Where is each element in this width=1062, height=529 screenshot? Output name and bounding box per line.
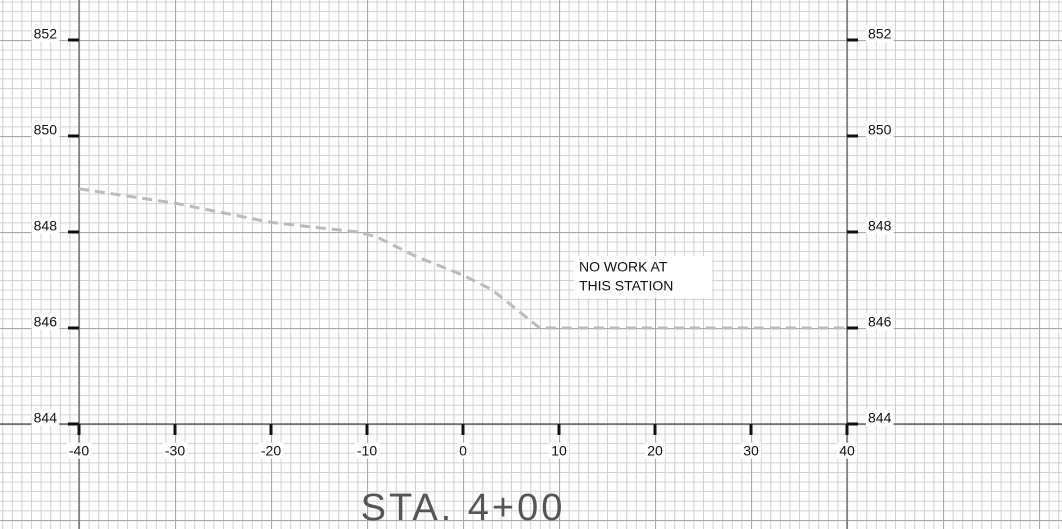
y-tick-label-left: 848	[34, 218, 58, 234]
y-tick-label-right: 846	[868, 314, 892, 330]
x-tick-label-bg	[66, 442, 92, 459]
y-tick-label-right-bg	[866, 217, 894, 234]
x-tick-label-bg	[457, 442, 470, 459]
x-tick-label-bg	[549, 442, 569, 459]
annotation-line: THIS STATION	[579, 278, 673, 294]
y-tick-label-right-bg	[866, 313, 894, 330]
x-tick-label: -40	[69, 443, 89, 459]
x-tick-label-bg	[741, 442, 761, 459]
y-tick-label-left-bg	[31, 409, 60, 426]
x-tick-label: 0	[459, 443, 467, 459]
y-tick-label-right-bg	[866, 25, 894, 42]
x-tick-label-bg	[354, 442, 380, 459]
y-tick-label-left-bg	[31, 313, 60, 330]
annotation-bg	[574, 256, 712, 298]
y-tick-label-left: 850	[34, 122, 58, 138]
x-tick-label-bg	[258, 442, 284, 459]
x-tick-label: -30	[165, 443, 185, 459]
x-tick-label: 10	[551, 443, 567, 459]
y-tick-label-left-bg	[31, 217, 60, 234]
y-tick-label-right: 844	[868, 410, 892, 426]
annotation: NO WORK AT THIS STATION	[574, 256, 712, 298]
x-tick-label-bg	[837, 442, 857, 459]
annotation-line: NO WORK AT	[579, 259, 668, 275]
x-tick-label: -20	[261, 443, 281, 459]
chart-title: STA. 4+00	[361, 487, 566, 529]
x-tick-label: 30	[743, 443, 759, 459]
y-tick-label-right: 848	[868, 218, 892, 234]
y-tick-label-right-bg	[866, 121, 894, 138]
y-tick-label-left-bg	[31, 25, 60, 42]
x-tick-label: 40	[839, 443, 855, 459]
y-tick-label-left: 852	[34, 26, 58, 42]
x-tick-label: -10	[357, 443, 377, 459]
x-tick-label-bg	[162, 442, 188, 459]
y-tick-label-left-bg	[31, 121, 60, 138]
y-tick-label-right: 850	[868, 122, 892, 138]
y-tick-label-left: 846	[34, 314, 58, 330]
y-tick-label-left: 844	[34, 410, 58, 426]
y-tick-label-right: 852	[868, 26, 892, 42]
y-tick-label-right-bg	[866, 409, 894, 426]
x-tick-label: 20	[647, 443, 663, 459]
x-tick-label-bg	[645, 442, 665, 459]
ground-line	[78, 187, 847, 330]
